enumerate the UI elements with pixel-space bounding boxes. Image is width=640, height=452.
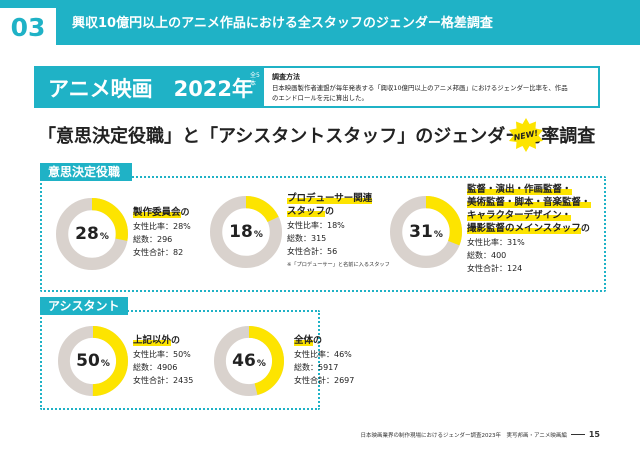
- section-number: 03: [0, 8, 56, 48]
- footer: 日本映画業界の制作現場におけるジェンダー調査2023年 実写邦画・アニメ映画編 …: [360, 430, 600, 439]
- donut-percent-value: 50: [76, 351, 100, 371]
- stat-value: 女性合計：56: [287, 247, 338, 256]
- stat-value: 総数：400: [467, 251, 507, 260]
- stat-name-line: プロデューサー関連: [287, 192, 390, 205]
- stat-name-line: 製作委員会の: [133, 206, 191, 220]
- stat-value: 総数：5917: [294, 363, 339, 372]
- stat-name: 撮影監督のメインスタッフ: [467, 223, 581, 234]
- anime-film-box: アニメ映画 2022年 全5本 調査方法 日本映画製作者連盟が毎年発表する「興収…: [34, 66, 600, 108]
- stat-name-line: 全体の: [294, 334, 354, 348]
- method-text: 日本映画製作者連盟が毎年発表する「興収10億円以上のアニメ邦画」におけるジェンダ…: [272, 84, 568, 102]
- donut-percent-value: 46: [232, 351, 256, 371]
- donut-percent-unit: %: [433, 230, 443, 240]
- stat-name: プロデューサー関連: [287, 193, 373, 204]
- donut-svg: [210, 196, 282, 268]
- stat-name-line: 美術監督・脚本・音楽監督・: [467, 196, 591, 209]
- stat-note: ※「プロデューサー」と名前に入るスタッフ: [287, 262, 390, 268]
- stat-name-line: 撮影監督のメインスタッフの: [467, 222, 591, 236]
- stat-name: 上記以外: [133, 335, 172, 346]
- stat-value: 総数：4906: [133, 363, 178, 372]
- donut-percent-value: 31: [409, 222, 433, 242]
- stat-name: 製作委員会: [133, 207, 181, 218]
- donut-director: 31%: [390, 196, 462, 268]
- donut-svg: [56, 198, 128, 270]
- assistant-tag: アシスタント: [40, 297, 128, 315]
- page-number: 15: [588, 430, 600, 439]
- header-title: 興収10億円以上のアニメ作品における全スタッフのジェンダー格差調査: [72, 16, 493, 31]
- stat-name: 全体: [294, 335, 314, 346]
- donut-percent: 31%: [390, 196, 462, 268]
- donut-percent: 46%: [214, 326, 284, 396]
- stat-director: 監督・演出・作画監督・美術監督・脚本・音楽監督・ キャラクターデザイン・ 撮影監督の…: [467, 183, 591, 275]
- donut-svg: [58, 326, 128, 396]
- stat-value: 女性比率：28%: [133, 222, 191, 231]
- stat-name: スタッフ: [287, 206, 326, 217]
- donut-percent: 28%: [56, 198, 128, 270]
- new-badge-burst: [509, 118, 543, 152]
- donut-percent-unit: %: [99, 232, 109, 242]
- stat-value: 総数：315: [287, 234, 327, 243]
- donut-producer: 18%: [210, 196, 282, 268]
- stat-committee: 製作委員会の女性比率：28% 総数：296 女性合計：82: [133, 206, 191, 259]
- stat-value: 女性合計：82: [133, 248, 184, 257]
- anime-film-count: 全5本: [250, 72, 260, 87]
- stat-particle: の: [180, 208, 190, 218]
- donut-arc-female: [56, 198, 128, 270]
- donut-svg: [214, 326, 284, 396]
- method-title: 調査方法: [272, 73, 300, 81]
- stat-particle: の: [580, 224, 590, 234]
- stat-name-line: スタッフの: [287, 205, 390, 219]
- stat-value: 総数：296: [133, 235, 173, 244]
- stat-total: 全体の女性比率：46% 総数：5917 女性合計：2697: [294, 334, 354, 387]
- section-title: 「意思決定役職」と「アシスタントスタッフ」のジェンダー比率調査: [38, 126, 596, 147]
- stat-value: 女性合計：2697: [294, 376, 355, 385]
- donut-percent: 50%: [58, 326, 128, 396]
- anime-film-title: アニメ映画 2022年: [48, 77, 254, 101]
- decision-roles-tag: 意思決定役職: [40, 163, 132, 181]
- donut-percent-unit: %: [253, 230, 263, 240]
- new-badge: NEW!: [509, 118, 543, 152]
- stat-value: 女性比率：18%: [287, 221, 345, 230]
- donut-percent-unit: %: [256, 359, 266, 369]
- assistant-frame: [40, 310, 320, 410]
- donut-arc-female: [214, 326, 284, 396]
- stat-name-line: 上記以外の: [133, 334, 193, 348]
- stat-name-line: 監督・演出・作画監督・: [467, 183, 591, 196]
- stat-name: 監督・演出・作画監督・: [467, 184, 572, 195]
- donut-svg: [390, 196, 462, 268]
- stat-particle: の: [313, 336, 323, 346]
- donut-percent-value: 18: [229, 222, 253, 242]
- stat-value: 女性合計：124: [467, 264, 523, 273]
- footer-text: 日本映画業界の制作現場におけるジェンダー調査2023年 実写邦画・アニメ映画編: [360, 432, 567, 439]
- donut-committee: 28%: [56, 198, 128, 270]
- anime-film-label: アニメ映画 2022年 全5本: [36, 68, 264, 106]
- stat-value: 女性比率：50%: [133, 350, 191, 359]
- donut-arc-female: [390, 196, 462, 268]
- decision-roles-frame: [40, 176, 606, 292]
- donut-percent-value: 28: [75, 224, 99, 244]
- donut-percent: 18%: [210, 196, 282, 268]
- donut-arc-female: [58, 326, 128, 396]
- stat-value: 女性比率：31%: [467, 238, 525, 247]
- stat-producer: プロデューサー関連 スタッフの女性比率：18% 総数：315 女性合計：56 ※「プロデ…: [287, 192, 390, 272]
- donut-others: 50%: [58, 326, 128, 396]
- footer-rule: [570, 434, 585, 435]
- stat-value: 女性比率：46%: [294, 350, 352, 359]
- stat-others: 上記以外の女性比率：50% 総数：4906 女性合計：2435: [133, 334, 193, 387]
- donut-total: 46%: [214, 326, 284, 396]
- stat-name: 美術監督・脚本・音楽監督・: [467, 197, 591, 208]
- stat-name-line: キャラクターデザイン・: [467, 209, 591, 222]
- stat-value: 女性合計：2435: [133, 376, 194, 385]
- stat-particle: の: [171, 336, 181, 346]
- header-bar: 03 興収10億円以上のアニメ作品における全スタッフのジェンダー格差調査: [0, 0, 640, 48]
- donut-percent-unit: %: [100, 359, 110, 369]
- donut-ring: [210, 196, 282, 268]
- stat-name: キャラクターデザイン・: [467, 210, 572, 221]
- stat-particle: の: [325, 207, 335, 217]
